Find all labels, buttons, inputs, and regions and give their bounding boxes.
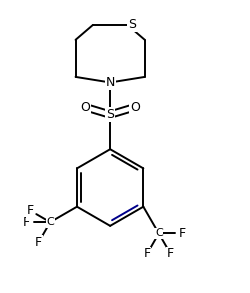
Text: C: C	[155, 229, 163, 239]
Text: F: F	[23, 216, 30, 229]
Text: C: C	[46, 217, 54, 227]
Text: F: F	[35, 236, 42, 249]
Text: F: F	[167, 247, 174, 260]
Text: F: F	[179, 227, 186, 240]
Text: S: S	[128, 18, 136, 31]
Text: F: F	[144, 247, 150, 260]
Text: S: S	[106, 108, 114, 121]
Text: N: N	[106, 76, 115, 89]
Text: F: F	[26, 204, 34, 217]
Text: O: O	[80, 101, 90, 114]
Text: O: O	[130, 101, 140, 114]
